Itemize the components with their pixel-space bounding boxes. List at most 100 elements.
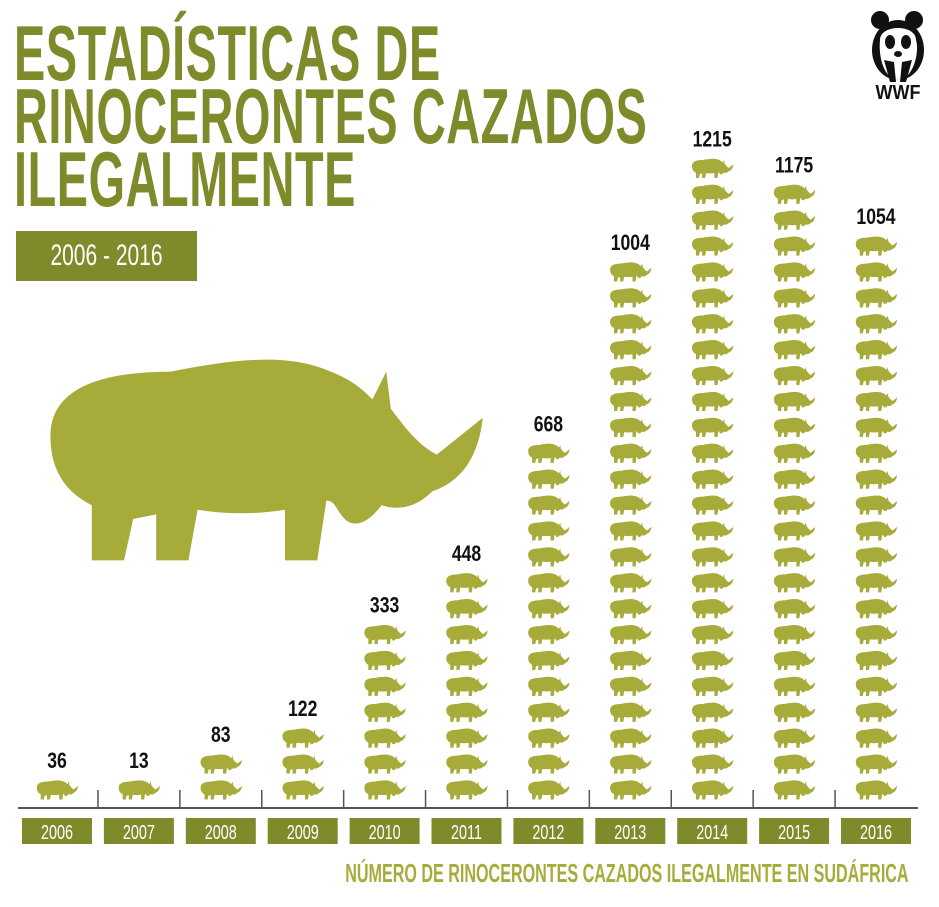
rhino-icon	[691, 702, 734, 722]
rhino-icon	[855, 417, 898, 437]
rhino-icon	[364, 702, 406, 722]
rhino-icon	[200, 780, 242, 800]
rhino-icon	[446, 702, 488, 722]
data-label: 1175	[775, 154, 813, 178]
x-tick-label: 2009	[287, 821, 319, 844]
year-box	[759, 818, 830, 844]
rhino-icon	[610, 624, 652, 645]
rhino-icon	[773, 650, 816, 671]
rhino-icon	[773, 599, 816, 619]
rhino-icon	[773, 443, 816, 463]
rhino-icon	[610, 469, 652, 489]
x-tick-label: 2006	[41, 821, 73, 844]
year-box	[677, 818, 748, 844]
rhino-icon	[528, 676, 570, 696]
rhino-icon	[528, 702, 570, 722]
title-line-3: ILEGALMENTE	[14, 135, 356, 223]
rhino-icon	[691, 676, 734, 696]
rhino-icon	[610, 650, 652, 671]
bar-2006: 36 2006	[22, 749, 92, 844]
rhino-icon	[773, 702, 816, 722]
data-label: 1004	[611, 231, 650, 255]
date-range-text: 2006 - 2016	[50, 239, 163, 272]
rhino-icon	[528, 599, 570, 619]
title-line-2: RINOCERONTES CAZADOS	[14, 72, 648, 160]
rhino-icon	[610, 754, 652, 774]
rhino-icon	[364, 676, 406, 696]
bar-2016: 1054 2016	[834, 205, 911, 844]
rhino-icon	[855, 599, 898, 619]
rhino-icon	[528, 624, 570, 645]
rhino-icon	[773, 547, 816, 567]
x-tick-label: 2010	[369, 821, 401, 844]
rhino-icon	[855, 780, 898, 800]
rhino-icon	[691, 754, 734, 774]
rhino-icon	[855, 262, 898, 282]
rhino-icon	[610, 780, 652, 800]
x-tick-label: 2014	[696, 821, 728, 844]
rhino-icon	[610, 521, 652, 541]
rhino-icon	[855, 443, 898, 463]
rhino-icon	[610, 702, 652, 722]
rhino-icon	[528, 443, 570, 463]
rhino-icon	[773, 780, 816, 800]
rhino-icon	[691, 314, 734, 334]
rhino-icon	[691, 391, 734, 412]
year-box	[267, 818, 338, 844]
rhino-icon	[691, 236, 734, 256]
bar-2010: 333 2010	[342, 594, 420, 844]
rhino-icon	[773, 210, 816, 230]
rhino-icon	[855, 650, 898, 671]
rhino-icon	[691, 210, 734, 230]
rhino-icon	[855, 624, 898, 645]
rhino-icon	[282, 754, 324, 774]
rhino-icon	[528, 469, 570, 489]
rhino-icon	[528, 754, 570, 774]
rhino-icon	[855, 573, 898, 593]
rhino-icon	[610, 417, 652, 437]
rhino-icon	[773, 417, 816, 437]
rhino-icon	[773, 236, 816, 256]
data-label: 448	[452, 542, 481, 566]
rhino-icon	[282, 780, 324, 800]
data-label: 1054	[856, 205, 895, 229]
rhino-icon	[691, 495, 734, 515]
rhino-icon	[855, 314, 898, 334]
rhino-icon	[200, 754, 242, 774]
rhino-icon	[855, 547, 898, 567]
rhino-icon	[691, 469, 734, 489]
rhino-icon	[691, 547, 734, 567]
rhino-icon	[855, 521, 898, 541]
bar-2015: 1175 2015	[752, 154, 830, 844]
year-box	[431, 818, 502, 844]
rhino-icon	[528, 650, 570, 671]
rhino-icon	[855, 676, 898, 696]
rhino-icon	[610, 495, 652, 515]
rhino-icon	[610, 314, 652, 334]
year-box	[841, 818, 911, 844]
rhino-icon	[773, 262, 816, 282]
rhino-icon	[528, 780, 570, 800]
rhino-icon	[528, 495, 570, 515]
rhino-icon	[528, 547, 570, 567]
rhino-icon	[773, 469, 816, 489]
rhino-icon	[691, 443, 734, 463]
rhino-icon	[691, 728, 734, 748]
rhino-icon	[773, 573, 816, 593]
rhino-icon	[282, 728, 324, 748]
data-label: 333	[370, 594, 399, 618]
panda-icon	[871, 11, 924, 82]
rhino-icon	[610, 676, 652, 696]
rhino-icon	[773, 495, 816, 515]
rhino-icon	[610, 262, 652, 282]
rhino-icon	[773, 288, 816, 308]
rhino-icon	[691, 340, 734, 360]
x-tick-label: 2012	[532, 821, 564, 844]
rhino-icon	[691, 573, 734, 593]
rhino-icon	[446, 728, 488, 748]
rhino-icon	[691, 262, 734, 282]
year-box	[349, 818, 420, 844]
x-tick-label: 2011	[451, 821, 482, 844]
title-line-1: ESTADÍSTICAS DE	[14, 9, 441, 97]
bar-2014: 1215 2014	[670, 128, 748, 844]
